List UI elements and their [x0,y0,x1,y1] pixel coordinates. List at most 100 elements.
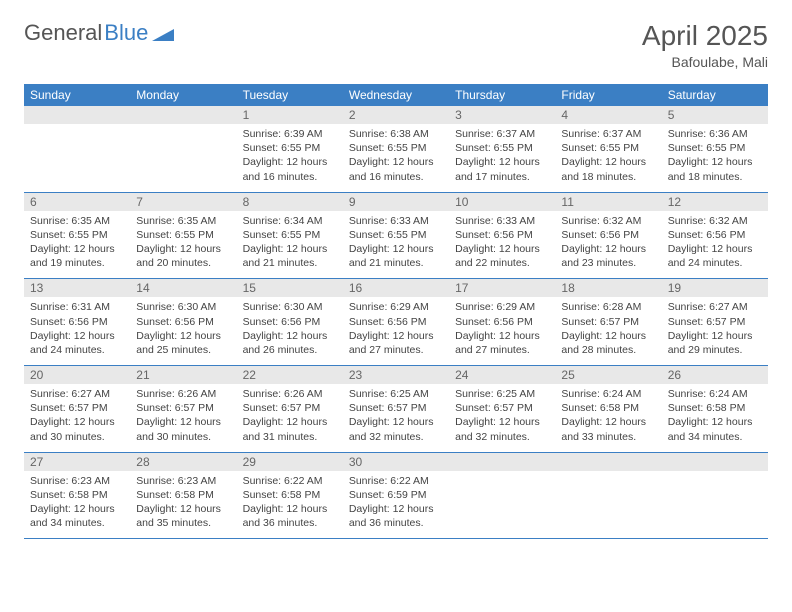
day-number: 9 [343,193,449,211]
calendar-cell: 6Sunrise: 6:35 AMSunset: 6:55 PMDaylight… [24,192,130,279]
day-body: Sunrise: 6:27 AMSunset: 6:57 PMDaylight:… [662,297,768,365]
calendar-cell: 24Sunrise: 6:25 AMSunset: 6:57 PMDayligh… [449,366,555,453]
day-number: 7 [130,193,236,211]
day-line: Sunset: 6:57 PM [455,401,549,415]
day-line: Daylight: 12 hours and 16 minutes. [349,155,443,183]
day-line: Daylight: 12 hours and 26 minutes. [243,329,337,357]
day-body: Sunrise: 6:25 AMSunset: 6:57 PMDaylight:… [449,384,555,452]
brand-triangle-icon [152,25,174,41]
day-body: Sunrise: 6:30 AMSunset: 6:56 PMDaylight:… [130,297,236,365]
calendar-cell: 4Sunrise: 6:37 AMSunset: 6:55 PMDaylight… [555,106,661,192]
day-line: Sunset: 6:55 PM [349,141,443,155]
day-number: 20 [24,366,130,384]
day-body [24,124,130,182]
day-body: Sunrise: 6:26 AMSunset: 6:57 PMDaylight:… [237,384,343,452]
day-body [662,471,768,529]
calendar-cell: 27Sunrise: 6:23 AMSunset: 6:58 PMDayligh… [24,452,130,539]
day-body: Sunrise: 6:24 AMSunset: 6:58 PMDaylight:… [662,384,768,452]
day-line: Daylight: 12 hours and 31 minutes. [243,415,337,443]
day-number: 23 [343,366,449,384]
weekday-header: Monday [130,84,236,106]
day-body: Sunrise: 6:32 AMSunset: 6:56 PMDaylight:… [662,211,768,279]
calendar-cell: 15Sunrise: 6:30 AMSunset: 6:56 PMDayligh… [237,279,343,366]
day-line: Daylight: 12 hours and 35 minutes. [136,502,230,530]
day-number: 10 [449,193,555,211]
day-line: Daylight: 12 hours and 21 minutes. [349,242,443,270]
day-body [130,124,236,182]
day-body: Sunrise: 6:35 AMSunset: 6:55 PMDaylight:… [24,211,130,279]
day-number: 24 [449,366,555,384]
day-number: 6 [24,193,130,211]
day-line: Daylight: 12 hours and 21 minutes. [243,242,337,270]
header: GeneralBlue April 2025 Bafoulabe, Mali [24,20,768,70]
calendar-cell [24,106,130,192]
day-line: Sunrise: 6:26 AM [136,387,230,401]
day-line: Sunrise: 6:37 AM [561,127,655,141]
day-number: 15 [237,279,343,297]
day-body: Sunrise: 6:24 AMSunset: 6:58 PMDaylight:… [555,384,661,452]
day-number: 3 [449,106,555,124]
day-line: Sunset: 6:57 PM [136,401,230,415]
title-block: April 2025 Bafoulabe, Mali [642,20,768,70]
day-line: Daylight: 12 hours and 20 minutes. [136,242,230,270]
day-number: 8 [237,193,343,211]
day-line: Sunset: 6:55 PM [455,141,549,155]
day-line: Sunset: 6:58 PM [668,401,762,415]
day-number: 2 [343,106,449,124]
day-number: 19 [662,279,768,297]
day-line: Sunrise: 6:30 AM [136,300,230,314]
day-line: Sunrise: 6:36 AM [668,127,762,141]
calendar-week-row: 27Sunrise: 6:23 AMSunset: 6:58 PMDayligh… [24,452,768,539]
day-number: 26 [662,366,768,384]
brand-part1: General [24,20,102,46]
day-line: Sunrise: 6:22 AM [243,474,337,488]
calendar-cell: 17Sunrise: 6:29 AMSunset: 6:56 PMDayligh… [449,279,555,366]
day-body: Sunrise: 6:33 AMSunset: 6:55 PMDaylight:… [343,211,449,279]
brand-logo: GeneralBlue [24,20,174,46]
day-body: Sunrise: 6:22 AMSunset: 6:59 PMDaylight:… [343,471,449,539]
day-line: Sunset: 6:57 PM [349,401,443,415]
day-line: Daylight: 12 hours and 36 minutes. [243,502,337,530]
day-line: Sunset: 6:58 PM [561,401,655,415]
day-line: Sunset: 6:55 PM [136,228,230,242]
day-body: Sunrise: 6:25 AMSunset: 6:57 PMDaylight:… [343,384,449,452]
weekday-header: Friday [555,84,661,106]
day-line: Sunrise: 6:35 AM [136,214,230,228]
day-line: Daylight: 12 hours and 27 minutes. [349,329,443,357]
brand-part2: Blue [104,20,148,46]
day-body: Sunrise: 6:31 AMSunset: 6:56 PMDaylight:… [24,297,130,365]
day-number: 5 [662,106,768,124]
day-line: Sunset: 6:56 PM [668,228,762,242]
location-label: Bafoulabe, Mali [642,54,768,70]
day-line: Sunrise: 6:30 AM [243,300,337,314]
day-body: Sunrise: 6:23 AMSunset: 6:58 PMDaylight:… [24,471,130,539]
day-line: Sunset: 6:57 PM [668,315,762,329]
day-line: Sunset: 6:58 PM [243,488,337,502]
day-line: Sunset: 6:57 PM [561,315,655,329]
day-body: Sunrise: 6:33 AMSunset: 6:56 PMDaylight:… [449,211,555,279]
day-body: Sunrise: 6:35 AMSunset: 6:55 PMDaylight:… [130,211,236,279]
calendar-cell: 13Sunrise: 6:31 AMSunset: 6:56 PMDayligh… [24,279,130,366]
day-body: Sunrise: 6:36 AMSunset: 6:55 PMDaylight:… [662,124,768,192]
day-body: Sunrise: 6:28 AMSunset: 6:57 PMDaylight:… [555,297,661,365]
day-line: Sunrise: 6:24 AM [668,387,762,401]
calendar-cell: 25Sunrise: 6:24 AMSunset: 6:58 PMDayligh… [555,366,661,453]
day-line: Sunrise: 6:31 AM [30,300,124,314]
day-line: Sunrise: 6:23 AM [30,474,124,488]
day-body: Sunrise: 6:22 AMSunset: 6:58 PMDaylight:… [237,471,343,539]
month-title: April 2025 [642,20,768,52]
day-line: Sunrise: 6:34 AM [243,214,337,228]
day-line: Sunset: 6:55 PM [243,141,337,155]
day-line: Sunrise: 6:35 AM [30,214,124,228]
calendar-cell: 12Sunrise: 6:32 AMSunset: 6:56 PMDayligh… [662,192,768,279]
day-line: Sunrise: 6:27 AM [668,300,762,314]
calendar-cell: 8Sunrise: 6:34 AMSunset: 6:55 PMDaylight… [237,192,343,279]
day-number: 4 [555,106,661,124]
calendar-cell: 7Sunrise: 6:35 AMSunset: 6:55 PMDaylight… [130,192,236,279]
day-number: 18 [555,279,661,297]
calendar-cell: 16Sunrise: 6:29 AMSunset: 6:56 PMDayligh… [343,279,449,366]
day-line: Sunset: 6:58 PM [136,488,230,502]
calendar-cell: 23Sunrise: 6:25 AMSunset: 6:57 PMDayligh… [343,366,449,453]
calendar-cell [449,452,555,539]
day-line: Sunrise: 6:27 AM [30,387,124,401]
